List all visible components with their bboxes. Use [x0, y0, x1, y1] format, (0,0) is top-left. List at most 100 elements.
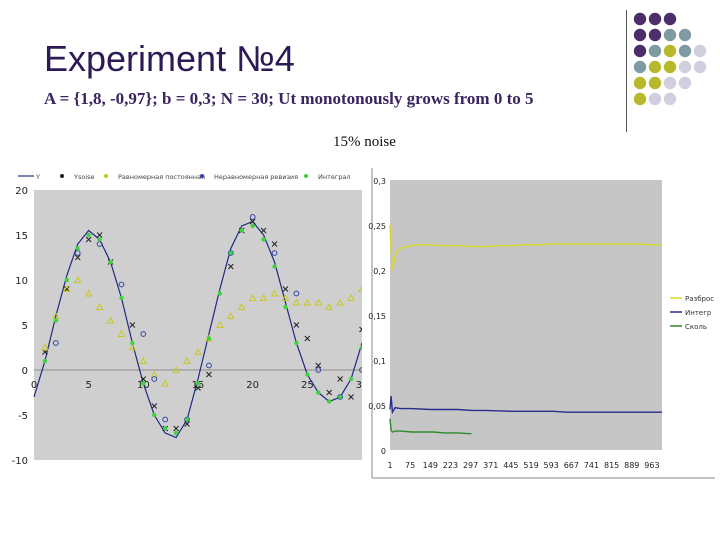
decor-dot [648, 60, 662, 74]
data-point-ysoise [359, 326, 362, 333]
data-point-constant [128, 343, 137, 351]
x-tick-label: 371 [483, 461, 498, 470]
data-point-revision [118, 281, 125, 288]
data-point-ysoise [249, 218, 256, 225]
slide-title: Experiment №4 [44, 38, 295, 79]
data-point-integral [97, 237, 102, 242]
data-point-integral [141, 381, 146, 386]
data-point-revision [206, 362, 212, 369]
data-point-constant [161, 379, 170, 387]
x-tick-label: 963 [644, 461, 659, 470]
x-marker-stroke [206, 371, 212, 378]
noise-label: 15% noise [333, 134, 396, 150]
x-marker-stroke [260, 227, 267, 234]
x-marker-stroke [282, 286, 289, 292]
data-point-constant [183, 356, 191, 364]
decor-dot [678, 60, 692, 74]
data-point-ysoise [227, 263, 234, 270]
data-point-integral [228, 250, 233, 256]
legend-swatch [304, 174, 308, 178]
decor-dot [678, 76, 692, 90]
error-chart: 0,3 0,25 0,2 0,15 0,1 0,05 01 75 149 223 297 371 445… [368, 168, 715, 479]
decor-dot [663, 60, 677, 74]
data-point-constant [41, 343, 49, 351]
data-point-revision [151, 376, 158, 382]
x-marker-stroke [326, 389, 333, 396]
data-point-constant [303, 298, 312, 306]
data-point-constant [226, 311, 235, 319]
x-marker-stroke [348, 394, 354, 400]
series-line-Сколь [389, 418, 472, 435]
decor-dot [633, 12, 647, 26]
data-point-constant [237, 302, 246, 310]
legend-label: Сколь [685, 323, 707, 331]
decor-dot [663, 44, 677, 58]
slide-subtitle: A = {1,8, -0,97}; b = 0,3; N = 30; Ut mo… [44, 89, 534, 108]
decor-dot [633, 28, 647, 42]
data-point-ysoise [260, 227, 267, 234]
data-point-integral [86, 232, 91, 238]
x-marker-stroke [85, 236, 92, 243]
data-point-ysoise [140, 376, 147, 382]
plot-area [34, 190, 362, 460]
decor-dot [648, 44, 662, 58]
x-marker-stroke [96, 232, 103, 238]
data-point-constant [139, 356, 148, 364]
data-point-ysoise [348, 394, 354, 400]
data-point-integral [195, 381, 201, 386]
data-point-revision [52, 340, 59, 346]
data-point-ysoise [195, 385, 201, 391]
data-point-constant [347, 293, 355, 301]
data-point-revision [184, 416, 190, 423]
data-point-revision [293, 290, 300, 297]
decor-dot [648, 76, 662, 90]
data-point-constant [194, 347, 202, 355]
data-point-integral [130, 340, 135, 346]
legend-swatch [60, 174, 64, 178]
data-point-ysoise [206, 371, 212, 378]
x-marker-stroke [173, 425, 179, 432]
data-point-integral [294, 340, 299, 346]
x-tick-label: 223 [443, 461, 458, 470]
y-tick-label: 0,05 [368, 402, 386, 411]
y-tick-label: 0,1 [373, 357, 386, 366]
x-tick-label: 0 [31, 380, 37, 391]
series-line-Разброс [389, 224, 662, 271]
data-point-ysoise [85, 236, 92, 243]
y-tick-label: 0,15 [368, 312, 386, 321]
data-point-constant [336, 298, 344, 306]
x-marker-stroke [63, 286, 70, 292]
x-tick-label: 667 [564, 461, 579, 470]
x-marker-stroke [337, 376, 343, 382]
data-point-integral [250, 223, 255, 229]
decor-dot [693, 44, 707, 58]
data-point-constant [216, 320, 224, 328]
data-point-revision [271, 250, 278, 256]
data-point-integral [359, 345, 362, 350]
y-tick-label: 0 [381, 447, 386, 456]
data-point-constant [358, 284, 362, 292]
data-point-ysoise [173, 425, 179, 432]
data-point-constant [270, 289, 279, 297]
decor-dot [633, 44, 647, 58]
x-marker-stroke [359, 328, 362, 333]
data-point-revision [315, 367, 322, 373]
data-point-integral [108, 259, 113, 265]
legend-swatch [200, 174, 204, 178]
x-tick-label: 815 [604, 461, 619, 470]
x-tick-label: 149 [423, 461, 438, 470]
data-point-ysoise [304, 335, 311, 342]
x-marker-stroke [271, 241, 278, 247]
x-tick-label: 20 [246, 380, 259, 391]
legend-label: Ysoise [73, 173, 95, 181]
chart-legend: Y Ysoise Равномерная постоянная Неравномерн… [18, 173, 351, 181]
legend-label: Равномерная постоянная [118, 173, 205, 181]
data-point-revision [249, 214, 256, 220]
decor-dot [678, 28, 692, 42]
data-point-constant [325, 302, 334, 310]
decor-dot [693, 60, 707, 74]
decor-dot [633, 60, 647, 74]
x-tick-label: 593 [544, 461, 559, 470]
plot-area [390, 180, 662, 450]
x-marker-stroke [359, 326, 362, 331]
